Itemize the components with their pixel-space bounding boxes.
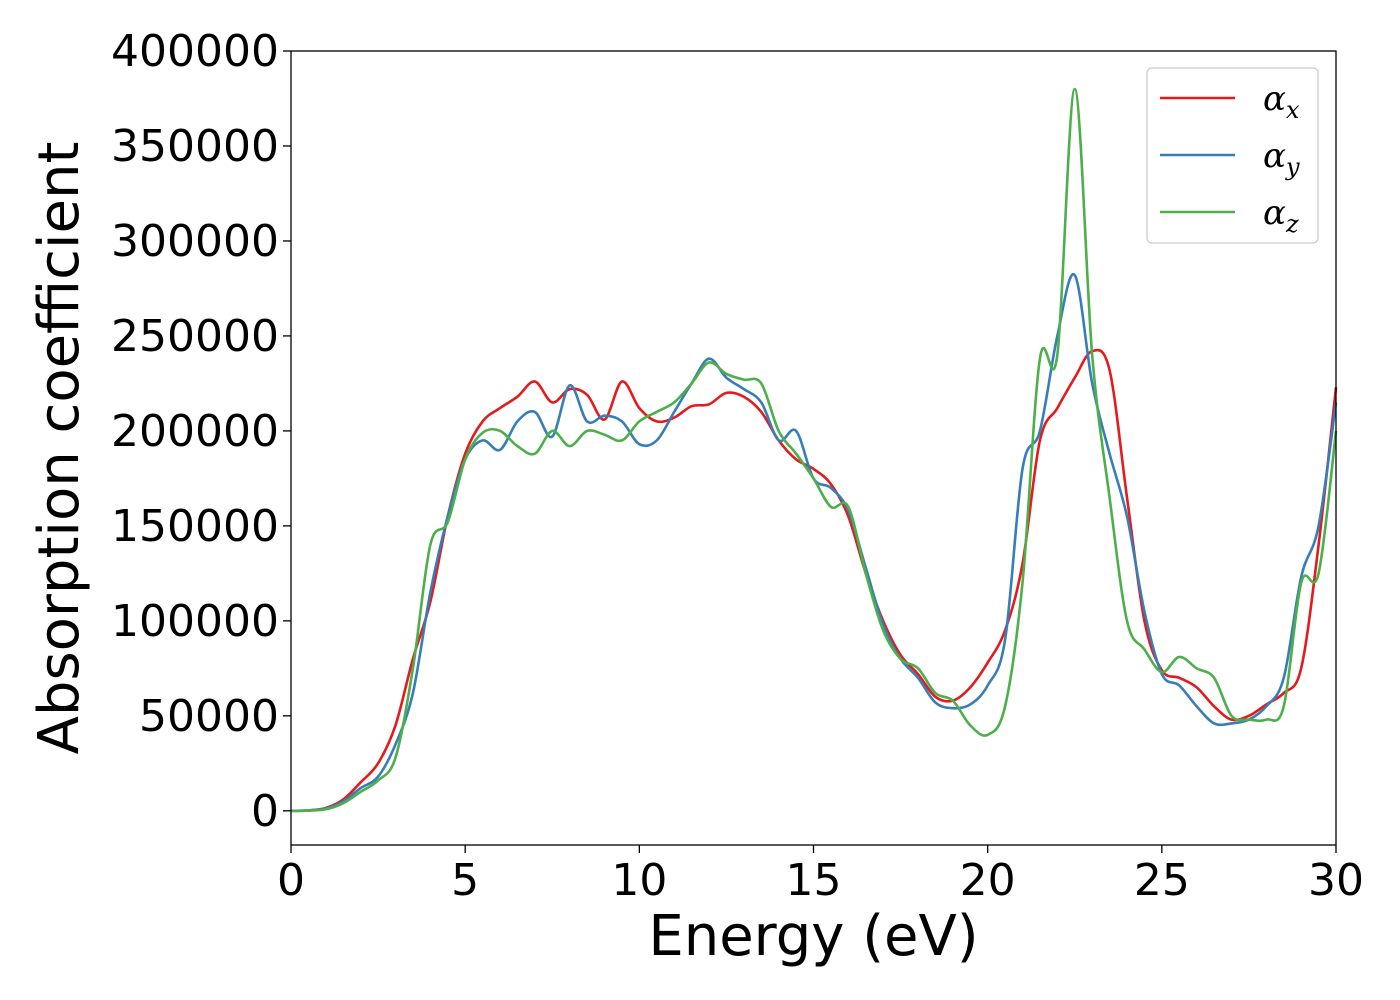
y-tick-label: 150000: [111, 501, 279, 552]
plot-lines: [290, 87, 1338, 813]
series-line-z: [290, 87, 1338, 813]
y-tick-label: 300000: [111, 216, 279, 267]
legend-entry-x: αx: [1263, 79, 1300, 124]
series-line-x: [290, 348, 1338, 813]
y-axis: 0 50000 100000 150000 200000 250000 300000 3500…: [111, 26, 291, 837]
legend-entry-y: αy: [1263, 136, 1300, 181]
series-line-y: [290, 272, 1338, 813]
x-tick-label: 5: [451, 855, 479, 906]
x-tick-label: 0: [277, 855, 305, 906]
y-axis-label: Absorption coefficient: [27, 142, 92, 755]
x-axis: 0 5 10 15 20 25 30: [277, 845, 1364, 906]
y-tick-label: 250000: [111, 311, 279, 362]
x-axis-label: Energy (eV): [648, 904, 978, 969]
x-tick-label: 10: [611, 855, 667, 906]
x-tick-label: 15: [786, 855, 842, 906]
y-tick-label: 100000: [111, 596, 279, 647]
y-tick-label: 200000: [111, 406, 279, 457]
x-tick-label: 30: [1308, 855, 1364, 906]
y-tick-label: 400000: [111, 26, 279, 77]
y-tick-label: 50000: [139, 691, 279, 742]
y-tick-label: 0: [251, 786, 279, 837]
y-tick-label: 350000: [111, 121, 279, 172]
legend-entry-z: αz: [1263, 193, 1299, 238]
legend: αx αy αz: [1146, 67, 1319, 244]
x-tick-label: 25: [1134, 855, 1190, 906]
x-tick-label: 20: [960, 855, 1016, 906]
